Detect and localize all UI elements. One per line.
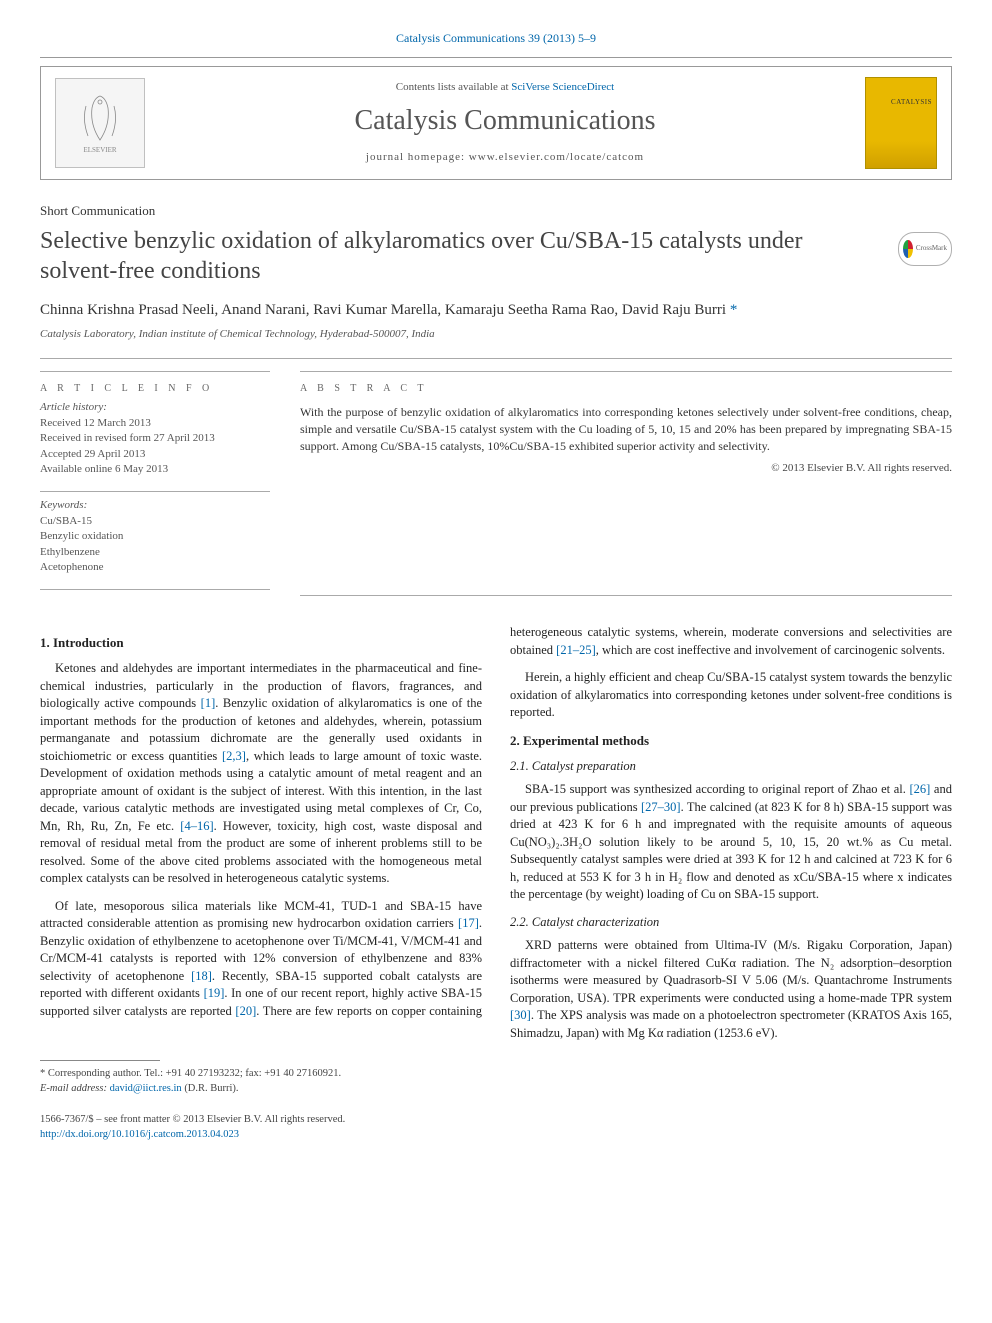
corresponding-mark[interactable]: * — [730, 302, 738, 318]
journal-citation-top: Catalysis Communications 39 (2013) 5–9 — [40, 30, 952, 47]
ref-link[interactable]: [21–25] — [556, 643, 596, 657]
t: XRD patterns were obtained from Ultima-I… — [510, 938, 952, 1005]
ref-link[interactable]: [4–16] — [180, 819, 213, 833]
article-info-heading: A R T I C L E I N F O — [40, 382, 270, 396]
authors-text: Chinna Krishna Prasad Neeli, Anand Naran… — [40, 302, 730, 318]
history-item: Accepted 29 April 2013 — [40, 447, 270, 462]
doi-link[interactable]: http://dx.doi.org/10.1016/j.catcom.2013.… — [40, 1129, 239, 1140]
ref-link[interactable]: [20] — [235, 1004, 256, 1018]
crossmark-icon — [903, 240, 913, 258]
header-center: Contents lists available at SciVerse Sci… — [163, 80, 847, 166]
ref-link[interactable]: [2,3] — [222, 749, 246, 763]
intro-para-1: Ketones and aldehydes are important inte… — [40, 660, 482, 888]
contents-prefix: Contents lists available at — [396, 81, 511, 93]
keyword: Cu/SBA-15 — [40, 514, 270, 529]
intro-para-3: Herein, a highly efficient and cheap Cu/… — [510, 669, 952, 722]
elsevier-logo-label: ELSEVIER — [83, 146, 116, 156]
crossmark-badge[interactable]: CrossMark — [898, 232, 952, 266]
journal-header: ELSEVIER Contents lists available at Sci… — [40, 66, 952, 180]
rule-top — [40, 57, 952, 58]
article-title: Selective benzylic oxidation of alkylaro… — [40, 226, 882, 286]
journal-name: Catalysis Communications — [163, 101, 847, 140]
ref-link[interactable]: [19] — [204, 986, 225, 1000]
keyword: Benzylic oxidation — [40, 529, 270, 544]
history-item: Available online 6 May 2013 — [40, 462, 270, 477]
ref-link[interactable]: [30] — [510, 1008, 531, 1022]
t: . The XPS analysis was made on a photoel… — [510, 1008, 952, 1040]
page-footer: 1566-7367/$ – see front matter © 2013 El… — [40, 1113, 952, 1142]
section-char-heading: 2.2. Catalyst characterization — [510, 914, 952, 932]
journal-citation-link[interactable]: Catalysis Communications 39 (2013) 5–9 — [396, 31, 596, 45]
section-intro-heading: 1. Introduction — [40, 634, 482, 652]
rule-mid — [40, 358, 952, 359]
history-item: Received in revised form 27 April 2013 — [40, 431, 270, 446]
keyword: Ethylbenzene — [40, 545, 270, 560]
info-sep-2 — [40, 589, 270, 590]
keyword: Acetophenone — [40, 560, 270, 575]
section-exp-heading: 2. Experimental methods — [510, 732, 952, 750]
journal-homepage: journal homepage: www.elsevier.com/locat… — [163, 150, 847, 165]
ref-link[interactable]: [1] — [201, 696, 216, 710]
t: , which are cost ineffective and involve… — [596, 643, 945, 657]
section-prep-heading: 2.1. Catalyst preparation — [510, 758, 952, 776]
ref-link[interactable]: [17] — [458, 916, 479, 930]
t: SBA-15 support was synthesized according… — [525, 782, 910, 796]
t: . The calcined (at 823 K for 8 h) SBA-15… — [510, 800, 952, 902]
article-info-col: A R T I C L E I N F O Article history: R… — [40, 371, 270, 596]
authors-line: Chinna Krishna Prasad Neeli, Anand Naran… — [40, 300, 952, 321]
affiliation: Catalysis Laboratory, Indian institute o… — [40, 327, 952, 342]
issn-line: 1566-7367/$ – see front matter © 2013 El… — [40, 1113, 345, 1128]
info-sep — [40, 491, 270, 492]
t: Of late, mesoporous silica materials lik… — [40, 899, 482, 931]
ref-link[interactable]: [27–30] — [641, 800, 681, 814]
ref-link[interactable]: [18] — [191, 969, 212, 983]
corresponding-footnote: * Corresponding author. Tel.: +91 40 271… — [40, 1067, 952, 1096]
abstract-text: With the purpose of benzylic oxidation o… — [300, 404, 952, 454]
corr-tel-fax: * Corresponding author. Tel.: +91 40 271… — [40, 1067, 952, 1082]
email-label: E-mail address: — [40, 1083, 110, 1094]
body-columns: 1. Introduction Ketones and aldehydes ar… — [40, 624, 952, 1042]
sciencedirect-link[interactable]: SciVerse ScienceDirect — [511, 81, 614, 93]
char-para: XRD patterns were obtained from Ultima-I… — [510, 937, 952, 1042]
elsevier-logo: ELSEVIER — [55, 78, 145, 168]
article-type: Short Communication — [40, 202, 952, 220]
keywords-label: Keywords: — [40, 498, 270, 513]
journal-cover-thumb: CATALYSIS — [865, 77, 937, 169]
corr-email-link[interactable]: david@iict.res.in — [110, 1083, 182, 1094]
crossmark-label: CrossMark — [916, 244, 947, 254]
history-label: Article history: — [40, 400, 270, 415]
abstract-copyright: © 2013 Elsevier B.V. All rights reserved… — [300, 461, 952, 476]
abstract-col: A B S T R A C T With the purpose of benz… — [300, 371, 952, 596]
abstract-heading: A B S T R A C T — [300, 382, 952, 396]
ref-link[interactable]: [26] — [910, 782, 931, 796]
cover-label: CATALYSIS — [891, 98, 932, 108]
email-suffix: (D.R. Burri). — [182, 1083, 239, 1094]
footnote-rule — [40, 1060, 160, 1061]
contents-line: Contents lists available at SciVerse Sci… — [163, 80, 847, 95]
prep-para: SBA-15 support was synthesized according… — [510, 781, 952, 904]
history-item: Received 12 March 2013 — [40, 416, 270, 431]
